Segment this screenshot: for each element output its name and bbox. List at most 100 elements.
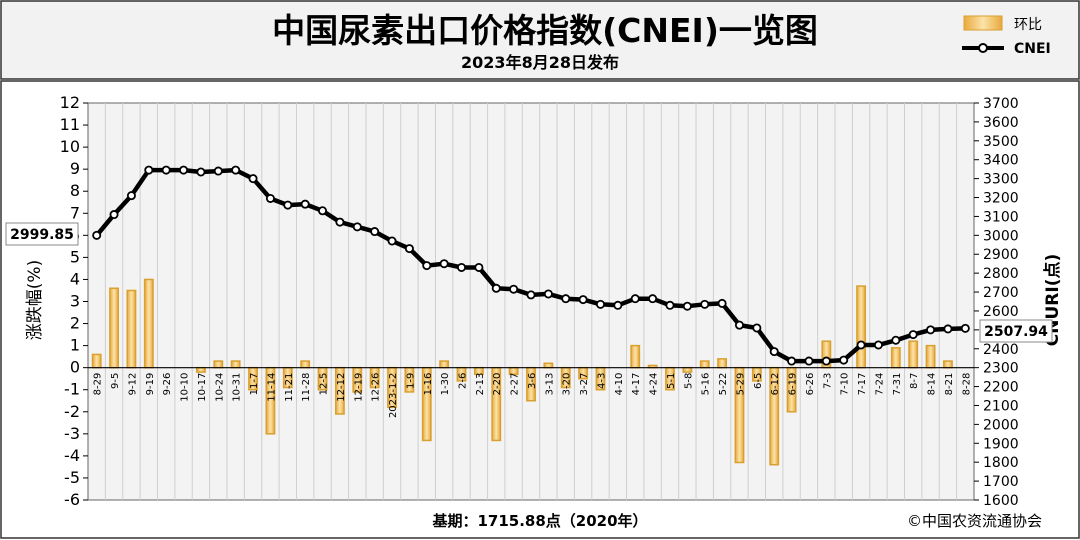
cnei-point <box>873 340 883 350</box>
cnei-point <box>179 165 189 175</box>
right-tick-label: 1600 <box>983 493 1019 509</box>
last-value-callout: 2507.94 <box>979 319 1053 343</box>
first-value-label: 2999.85 <box>10 227 74 243</box>
left-tick-label: 4 <box>70 269 80 288</box>
cnei-point <box>526 290 536 300</box>
x-tick-label: 2-27 <box>510 373 521 396</box>
bar-mom-change <box>213 360 224 369</box>
right-axis: 1600170018001900200021002200230024002500… <box>974 96 1019 509</box>
cnei-point <box>509 284 519 294</box>
x-tick-label: 8-7 <box>909 373 920 389</box>
cnei-point <box>404 244 414 254</box>
x-tick-label: 5-22 <box>718 373 729 396</box>
cnei-point <box>144 165 154 175</box>
x-tick-label: 5-1 <box>666 373 677 389</box>
left-tick-label: 1 <box>70 336 80 355</box>
bar-mom-change <box>543 362 554 369</box>
cnei-point <box>231 165 241 175</box>
bar-mom-change <box>908 340 919 369</box>
cnei-point <box>335 217 345 227</box>
right-tick-label: 3600 <box>983 115 1019 131</box>
cnei-point <box>457 262 467 272</box>
cnei-point <box>613 300 623 310</box>
left-tick-label: 12 <box>60 93 80 112</box>
cnei-point <box>769 347 779 357</box>
cnei-point <box>648 294 658 304</box>
right-tick-label: 3000 <box>983 228 1019 244</box>
bar-mom-change <box>943 360 953 369</box>
x-tick-label: 10-31 <box>232 373 243 402</box>
legend-bar-swatch <box>963 15 1003 31</box>
x-tick-label: 4-3 <box>596 373 607 389</box>
header-panel <box>0 0 1080 80</box>
cnei-point <box>161 165 171 175</box>
left-tick-label: -6 <box>64 490 80 509</box>
cnei-point <box>300 199 310 209</box>
x-tick-label: 2023-1-2 <box>388 373 399 418</box>
x-tick-label: 5-16 <box>701 373 712 396</box>
x-tick-label: 4-24 <box>649 373 660 396</box>
cnei-point <box>370 227 380 237</box>
cnei-point <box>213 166 223 176</box>
left-tick-label: 10 <box>60 137 80 156</box>
x-tick-label: 1-16 <box>423 373 434 396</box>
cnei-point <box>474 262 484 272</box>
bar-mom-change <box>230 360 241 369</box>
left-tick-label: 3 <box>70 292 80 311</box>
cnei-point <box>595 299 605 309</box>
cnei-point <box>283 200 293 210</box>
right-tick-label: 3200 <box>983 191 1019 207</box>
x-tick-label: 6-19 <box>788 373 799 396</box>
legend-bar-label: 环比 <box>1014 17 1042 33</box>
cnei-point <box>491 283 501 293</box>
x-tick-label: 2-6 <box>458 373 469 389</box>
cnei-point <box>630 294 640 304</box>
x-tick-label: 2-20 <box>492 373 503 396</box>
bar-mom-change <box>300 360 311 369</box>
left-tick-label: -5 <box>64 468 80 487</box>
cnei-point <box>700 299 710 309</box>
x-tick-label: 10-24 <box>214 373 225 402</box>
cnei-point <box>926 325 936 335</box>
right-tick-label: 3100 <box>983 209 1019 225</box>
bars <box>91 278 953 466</box>
x-tick-label: 8-21 <box>944 373 955 396</box>
left-tick-label: 0 <box>70 358 80 377</box>
right-tick-label: 3300 <box>983 172 1019 188</box>
cnei-point <box>821 356 831 366</box>
chart-title: 中国尿素出口价格指数(CNEI)一览图 <box>272 11 818 50</box>
right-tick-label: 1800 <box>983 455 1019 471</box>
bar-mom-change <box>196 366 206 373</box>
cnei-point <box>543 289 553 299</box>
x-tick-label: 8-29 <box>93 373 104 396</box>
x-tick-label: 11-21 <box>284 373 295 402</box>
x-tick-label: 7-24 <box>874 373 885 396</box>
cnei-point <box>682 301 692 311</box>
cnei-point <box>856 340 866 350</box>
grid <box>104 103 958 500</box>
x-tick-label: 4-10 <box>614 373 625 396</box>
right-tick-label: 2600 <box>983 304 1019 320</box>
right-tick-label: 3400 <box>983 153 1019 169</box>
right-tick-label: 2900 <box>983 247 1019 263</box>
x-tick-label: 10-10 <box>180 373 191 402</box>
x-tick-label: 3-6 <box>527 373 538 389</box>
bar-mom-change <box>439 360 450 369</box>
left-tick-label: 9 <box>70 159 80 178</box>
x-tick-label: 11-28 <box>301 373 312 402</box>
x-tick-label: 8-28 <box>961 373 972 396</box>
legend-line-label: CNEI <box>1014 41 1051 57</box>
right-tick-label: 2100 <box>983 398 1019 414</box>
x-tick-label: 9-26 <box>162 373 173 396</box>
x-tick-label: 1-9 <box>405 373 416 389</box>
right-tick-label: 1700 <box>983 474 1019 490</box>
x-tick-label: 12-12 <box>336 373 347 402</box>
cnei-point <box>665 300 675 310</box>
left-tick-label: -2 <box>64 402 80 421</box>
x-tick-label: 2-13 <box>475 373 486 396</box>
x-tick-label: 5-8 <box>683 373 694 389</box>
cnei-point <box>196 167 206 177</box>
cnei-point <box>352 222 362 232</box>
x-tick-label: 11-7 <box>249 373 260 396</box>
